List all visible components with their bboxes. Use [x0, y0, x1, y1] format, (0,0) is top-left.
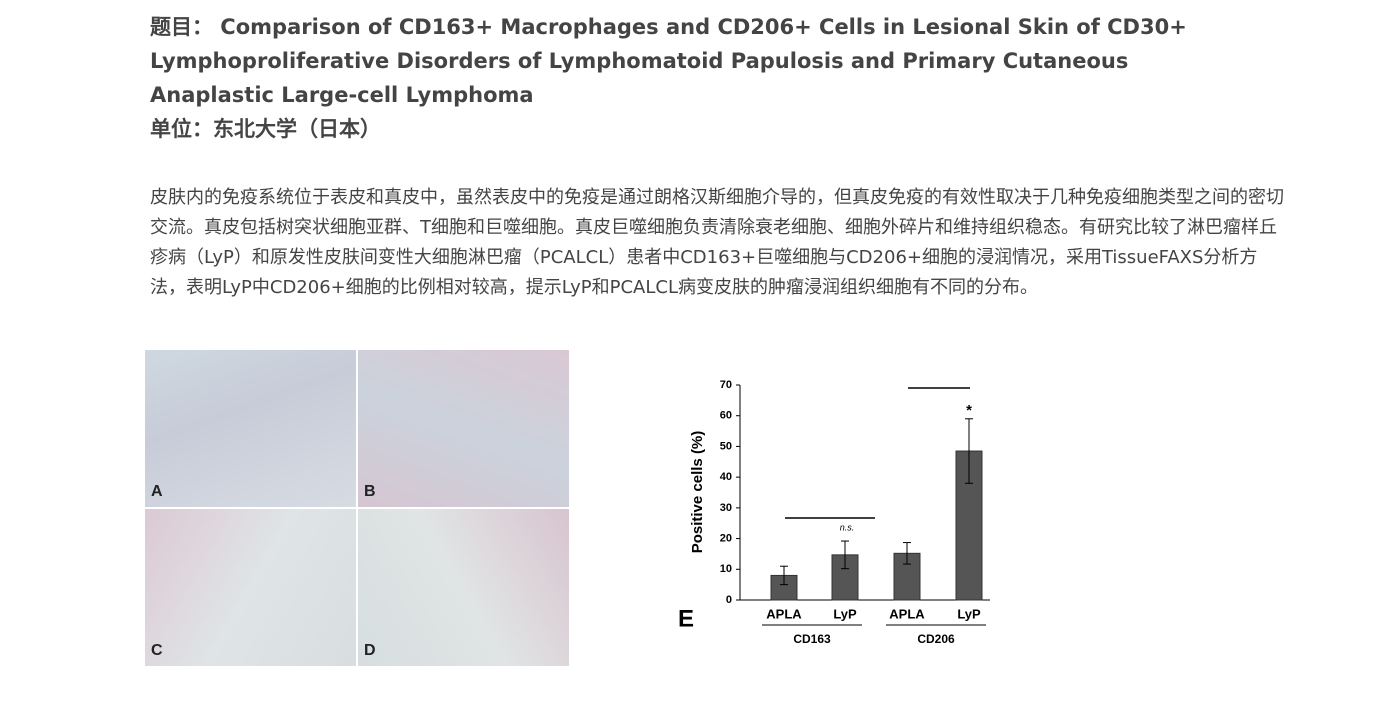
annotation: *: [966, 402, 972, 419]
panel-label: E: [678, 605, 694, 632]
y-tick-label: 30: [720, 502, 732, 514]
group-label: CD206: [917, 632, 955, 646]
group-label: CD163: [793, 632, 831, 646]
image-panel: D: [358, 509, 569, 666]
y-tick-label: 10: [720, 563, 732, 575]
bar: [831, 554, 859, 601]
y-tick-label: 70: [720, 379, 732, 391]
y-tick-label: 50: [720, 440, 732, 452]
x-tick-label: APLA: [766, 606, 802, 621]
x-tick-label: LyP: [833, 606, 857, 621]
y-tick-label: 60: [720, 410, 732, 422]
y-tick-label: 0: [726, 594, 732, 606]
annotation: n.s.: [840, 522, 855, 532]
panel-label: C: [151, 642, 163, 659]
image-panel: B: [358, 350, 569, 507]
y-tick-label: 40: [720, 471, 732, 483]
x-tick-label: APLA: [889, 606, 925, 621]
chart: E Positive cells (%) n.s. * 0 10 20 30 40 50 6…: [678, 379, 990, 646]
y-tick-label: 20: [720, 532, 732, 544]
paragraph: 皮肤内的免疫系统位于表皮和真皮中，虽然表皮中的免疫是通过朗格汉斯细胞介导的，但真…: [150, 187, 1284, 298]
error-bar: [841, 540, 849, 570]
image-panel: C: [145, 509, 356, 666]
panel-label: D: [364, 642, 376, 659]
title: 题目： Comparison of CD163+ Macrophages and…: [150, 15, 1187, 107]
image-panel: A: [145, 350, 356, 507]
error-bar: [903, 542, 911, 565]
y-axis-label: Positive cells (%): [689, 431, 706, 554]
panel-label: B: [364, 483, 376, 500]
x-tick-label: LyP: [957, 606, 981, 621]
error-bar: [780, 565, 788, 586]
affiliation: 单位：东北大学（日本）: [150, 117, 381, 141]
error-bar: [965, 418, 973, 484]
bar: [770, 574, 798, 601]
panel-label: A: [151, 483, 163, 500]
